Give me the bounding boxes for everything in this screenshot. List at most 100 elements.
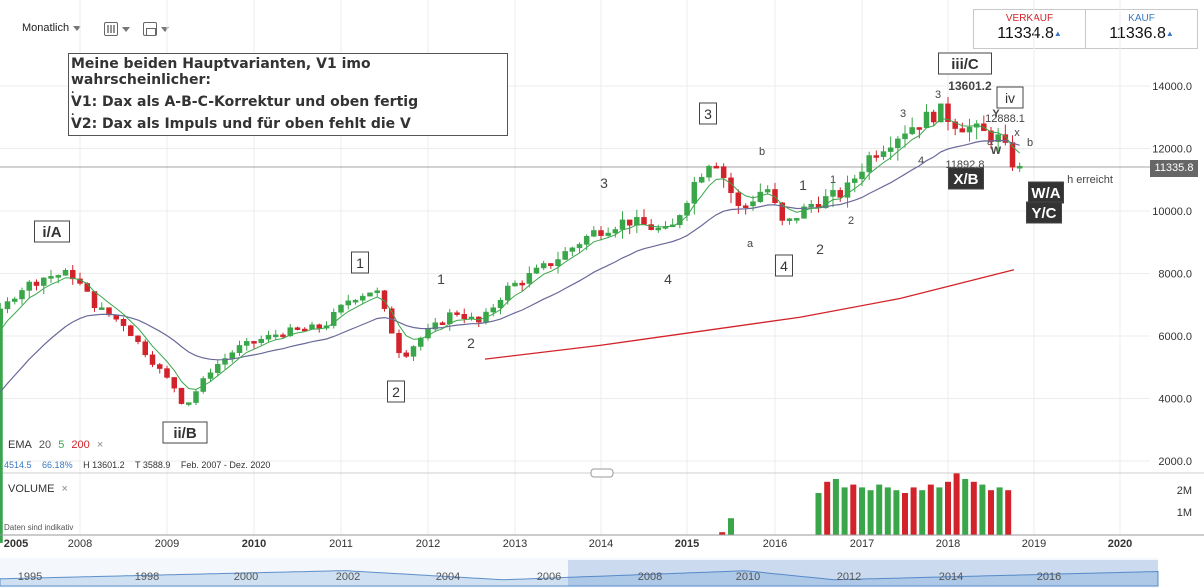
candle [0, 448, 3, 460]
candle [0, 459, 3, 469]
volume-label: VOLUME [8, 483, 55, 495]
candle [526, 273, 533, 284]
candle [236, 345, 243, 353]
x-tick-label: 2016 [763, 538, 787, 550]
candle [410, 346, 417, 357]
wave-annotation: W [991, 145, 1002, 157]
candle [432, 322, 438, 330]
candle [505, 285, 511, 301]
wave-annotation: 3 [600, 175, 608, 191]
note-dot: . [71, 108, 75, 118]
candle [91, 291, 98, 308]
candle [0, 468, 3, 478]
candle [0, 503, 3, 514]
ema-200: 200 [71, 439, 90, 451]
x-tick-label: 2020 [1108, 538, 1132, 550]
wave-annotation: 4 [918, 155, 924, 167]
close-icon[interactable]: × [61, 483, 68, 495]
candle [512, 282, 518, 287]
candle [287, 327, 293, 337]
candle [1002, 134, 1009, 143]
ema-20: 20 [38, 439, 52, 451]
chart-type-dropdown[interactable] [104, 22, 130, 36]
ema-5-line [0, 117, 1021, 541]
low-value: T 3588.9 [134, 460, 171, 470]
candle [540, 263, 547, 269]
last-value: 4514.5 [4, 460, 32, 470]
compare-dropdown[interactable] [143, 22, 169, 36]
x-tick-label: 2011 [329, 538, 353, 550]
volume-legend: VOLUME × [8, 483, 68, 495]
interval-label: Monatlich [22, 22, 70, 34]
volume-bar [719, 532, 726, 535]
candle [735, 192, 742, 206]
ema-5: 5 [58, 439, 65, 451]
buy-quote[interactable]: KAUF 11336.8▲ [1085, 10, 1197, 48]
candle [186, 402, 192, 405]
candle [439, 322, 446, 325]
volume-bar [910, 487, 917, 535]
candle [916, 127, 923, 130]
candle [779, 202, 785, 221]
candle [0, 531, 3, 541]
candle [548, 263, 554, 267]
y-tick-label: 10000.0 [1152, 206, 1192, 218]
interval-dropdown[interactable]: Monatlich [22, 22, 82, 34]
wave-annotation: 2 [848, 215, 854, 227]
y-tick-label: 14000.0 [1152, 81, 1192, 93]
candle [171, 377, 177, 389]
candle [418, 337, 424, 347]
candle [128, 325, 134, 337]
candle [178, 387, 185, 404]
buy-label: KAUF [1128, 13, 1155, 24]
volume-bar [945, 481, 951, 535]
x-tick-label: 2018 [936, 538, 960, 550]
candle [959, 128, 966, 133]
candle [193, 391, 199, 403]
candle [887, 147, 894, 152]
candle [0, 438, 3, 450]
navigator-tick-label: 2004 [436, 571, 460, 583]
candle [258, 338, 264, 343]
up-arrow-icon: ▲ [1053, 29, 1062, 38]
candle [859, 171, 865, 180]
wave-annotation: 1 [830, 174, 836, 186]
candle [229, 352, 235, 359]
candle [251, 341, 257, 344]
candle [294, 327, 301, 330]
candle [0, 340, 3, 350]
sell-quote[interactable]: VERKAUF 11334.8▲ [974, 10, 1085, 48]
candle [655, 227, 662, 231]
candle [99, 307, 105, 310]
candle [0, 414, 3, 422]
candle [691, 182, 698, 204]
buy-price: 11336.8▲ [1109, 25, 1174, 42]
candle [244, 341, 250, 346]
wave-label: W/A [1031, 185, 1060, 202]
candle [1016, 165, 1023, 169]
x-tick-label: 2019 [1022, 538, 1046, 550]
wave-label: Y/C [1031, 205, 1056, 222]
candle [895, 138, 901, 149]
close-icon[interactable]: × [96, 439, 104, 451]
candle [0, 495, 3, 505]
candle [728, 177, 734, 194]
wave-annotation: b [1027, 137, 1033, 149]
chart-toolbar: Monatlich [0, 0, 1204, 58]
candle [0, 349, 3, 356]
candle [794, 218, 800, 221]
wave-label: i/A [42, 224, 61, 241]
candle [120, 319, 127, 326]
candle [808, 204, 814, 208]
candle [0, 355, 3, 369]
candle [200, 378, 206, 392]
candle [555, 259, 561, 267]
wave-label-box [1026, 201, 1062, 224]
candle [0, 430, 3, 440]
wave-annotation: 3 [900, 108, 906, 120]
y-tick-label: 4000.0 [1158, 394, 1192, 406]
candle [742, 205, 749, 208]
volume-bar [970, 481, 977, 535]
ema-label: EMA [8, 439, 32, 451]
